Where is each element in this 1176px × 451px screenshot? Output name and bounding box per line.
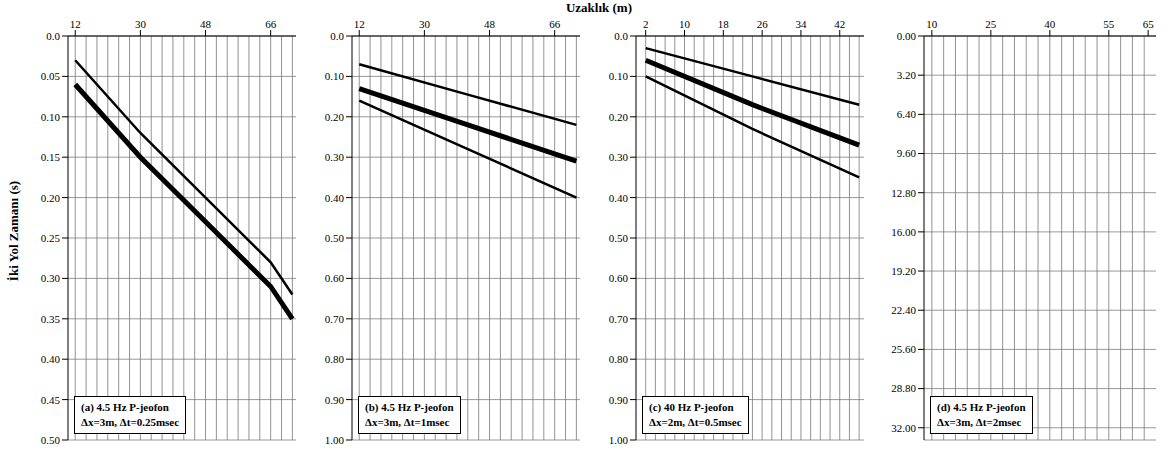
svg-text:25.60: 25.60 bbox=[891, 343, 916, 355]
svg-text:3.20: 3.20 bbox=[897, 69, 917, 81]
html-text:(b) 4.5 Hz P-jeofon: (b) 4.5 Hz P-jeofon bbox=[365, 401, 454, 413]
svg-text:6.40: 6.40 bbox=[897, 108, 917, 120]
svg-text:22.40: 22.40 bbox=[891, 304, 916, 316]
svg-text:0.0: 0.0 bbox=[614, 30, 628, 42]
svg-text:0.45: 0.45 bbox=[41, 394, 61, 406]
svg-text:30: 30 bbox=[419, 18, 431, 30]
svg-text:30: 30 bbox=[135, 18, 147, 30]
svg-text:0.80: 0.80 bbox=[325, 353, 345, 365]
html-text:(a) 4.5 Hz P-jeofon: (a) 4.5 Hz P-jeofon bbox=[81, 401, 169, 413]
svg-text:0.30: 0.30 bbox=[609, 151, 629, 163]
svg-text:0.40: 0.40 bbox=[609, 192, 629, 204]
svg-text:19.20: 19.20 bbox=[891, 265, 916, 277]
svg-text:65: 65 bbox=[1143, 18, 1155, 30]
html-text:İki Yol Zamanı (s): İki Yol Zamanı (s) bbox=[6, 180, 21, 282]
svg-text:0.40: 0.40 bbox=[41, 353, 61, 365]
svg-text:0.25: 0.25 bbox=[41, 232, 61, 244]
svg-text:0.60: 0.60 bbox=[609, 272, 629, 284]
svg-text:26: 26 bbox=[757, 18, 769, 30]
svg-text:25: 25 bbox=[985, 18, 997, 30]
svg-text:0.10: 0.10 bbox=[325, 70, 345, 82]
svg-text:28.80: 28.80 bbox=[891, 382, 916, 394]
svg-text:40: 40 bbox=[1044, 18, 1056, 30]
svg-text:0.40: 0.40 bbox=[325, 192, 345, 204]
svg-text:42: 42 bbox=[834, 18, 845, 30]
svg-text:0.0: 0.0 bbox=[46, 30, 60, 42]
svg-text:0.50: 0.50 bbox=[325, 232, 345, 244]
svg-text:16.00: 16.00 bbox=[891, 226, 916, 238]
svg-text:12: 12 bbox=[70, 18, 81, 30]
svg-text:48: 48 bbox=[484, 18, 496, 30]
svg-text:0.15: 0.15 bbox=[41, 151, 61, 163]
svg-text:1.00: 1.00 bbox=[609, 434, 629, 446]
svg-text:18: 18 bbox=[718, 18, 730, 30]
html-text:(c) 40 Hz P-jeofon: (c) 40 Hz P-jeofon bbox=[649, 401, 734, 413]
svg-text:0.10: 0.10 bbox=[41, 111, 61, 123]
svg-text:0.80: 0.80 bbox=[609, 353, 629, 365]
html-text:Δx=3m, Δt=2msec: Δx=3m, Δt=2msec bbox=[937, 416, 1022, 428]
svg-text:0.35: 0.35 bbox=[41, 313, 61, 325]
svg-text:10: 10 bbox=[926, 18, 938, 30]
svg-text:0.60: 0.60 bbox=[325, 272, 345, 284]
svg-text:0.30: 0.30 bbox=[325, 151, 345, 163]
svg-text:10: 10 bbox=[679, 18, 691, 30]
svg-text:0.20: 0.20 bbox=[609, 111, 629, 123]
svg-text:0.30: 0.30 bbox=[41, 272, 61, 284]
svg-text:0.50: 0.50 bbox=[609, 232, 629, 244]
svg-text:0.50: 0.50 bbox=[41, 434, 61, 446]
svg-text:66: 66 bbox=[549, 18, 561, 30]
svg-text:0.90: 0.90 bbox=[609, 394, 629, 406]
html-text:(d) 4.5 Hz P-jeofon: (d) 4.5 Hz P-jeofon bbox=[937, 401, 1026, 413]
svg-text:12.80: 12.80 bbox=[891, 187, 916, 199]
html-text:Uzaklık (m): Uzaklık (m) bbox=[566, 0, 632, 15]
html-text:Δx=3m, Δt=1msec: Δx=3m, Δt=1msec bbox=[365, 416, 450, 428]
svg-text:1.00: 1.00 bbox=[325, 434, 345, 446]
svg-text:34: 34 bbox=[795, 18, 807, 30]
svg-text:12: 12 bbox=[354, 18, 365, 30]
svg-text:0.20: 0.20 bbox=[41, 192, 61, 204]
svg-text:0.05: 0.05 bbox=[41, 70, 61, 82]
svg-text:9.60: 9.60 bbox=[897, 147, 917, 159]
html-text:Δx=2m, Δt=0.5msec: Δx=2m, Δt=0.5msec bbox=[649, 416, 742, 428]
svg-text:0.00: 0.00 bbox=[897, 30, 917, 42]
svg-text:0.70: 0.70 bbox=[325, 313, 345, 325]
svg-text:0.70: 0.70 bbox=[609, 313, 629, 325]
html-text:Δx=3m, Δt=0.25msec: Δx=3m, Δt=0.25msec bbox=[81, 416, 180, 428]
svg-text:32.00: 32.00 bbox=[891, 422, 916, 434]
svg-text:0.90: 0.90 bbox=[325, 394, 345, 406]
svg-text:55: 55 bbox=[1103, 18, 1115, 30]
svg-text:0.0: 0.0 bbox=[330, 30, 344, 42]
svg-text:0.20: 0.20 bbox=[325, 111, 345, 123]
svg-text:0.10: 0.10 bbox=[609, 70, 629, 82]
svg-text:48: 48 bbox=[200, 18, 212, 30]
svg-text:66: 66 bbox=[265, 18, 277, 30]
svg-text:2: 2 bbox=[643, 18, 649, 30]
